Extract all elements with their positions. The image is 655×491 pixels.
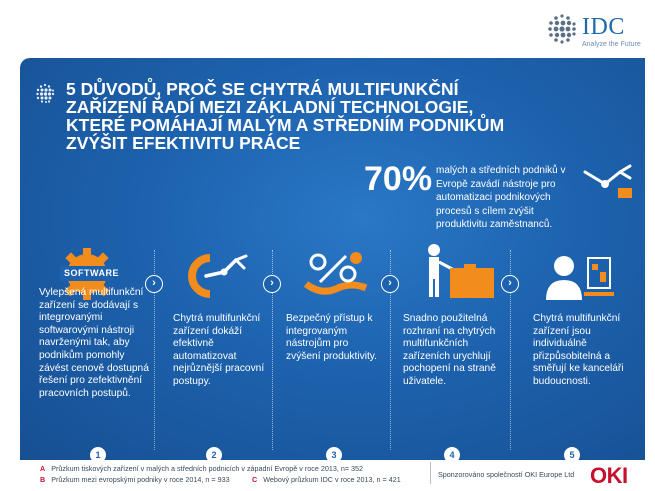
software-label: SOFTWARE (64, 268, 119, 278)
reason-number-4: 4 (444, 447, 460, 460)
column-divider (272, 250, 273, 450)
footnote-letter: B (40, 475, 46, 484)
idc-globe-icon (548, 14, 576, 44)
robot-arm-icon (583, 164, 632, 198)
idc-name: IDC (582, 14, 625, 40)
footnote-a: A Průzkum tiskových zařízení v malých a s… (40, 464, 363, 473)
reason-text-4: Snadno použitelná rozhraní na chytrých m… (403, 313, 496, 387)
footnote-b: B Průzkum mezi evropskými podniky v roce … (40, 475, 230, 484)
reason-number-2: 2 (206, 447, 222, 460)
footnote-text: Průzkum mezi evropskými podniky v roce 2… (51, 475, 230, 484)
reason-number-5: 5 (564, 447, 580, 460)
robot-arm-icon (188, 254, 248, 298)
chevron-right-icon: › (381, 275, 399, 293)
idc-logo: IDC Analyze the Future (545, 12, 645, 52)
office-user-icon (546, 256, 614, 300)
reason-text-3: Bezpečný přístup k integrovaným nástrojů… (286, 313, 377, 362)
main-panel: 5 DŮVODŮ, PROČ SE CHYTRÁ MULTIFUNKČNÍ ZA… (20, 58, 645, 460)
footer-divider (430, 462, 431, 484)
reason-number-1: 1 (90, 447, 106, 460)
panel-globe-icon (36, 83, 55, 103)
stat-percent: 70% (364, 160, 433, 198)
sponsor-text: Sponzorováno společností OKI Europe Ltd (438, 470, 575, 479)
footnote-c: C Webový průzkum IDC v roce 2013, n = 421 (252, 475, 401, 484)
percent-bubbles-icon (303, 252, 368, 295)
reason-text-2: Chytrá multifunkční zařízení dokáží efek… (173, 313, 265, 387)
chevron-right-icon: › (501, 275, 519, 293)
oki-logo: OKI (590, 463, 628, 488)
footnote-text: Průzkum tiskových zařízení v malých a st… (51, 464, 364, 473)
page-title: 5 DŮVODŮ, PROČ SE CHYTRÁ MULTIFUNKČNÍ ZA… (66, 79, 505, 153)
stat-description: malých a středních podniků v Evropě zavá… (436, 165, 566, 231)
column-divider (510, 250, 511, 450)
reason-number-3: 3 (326, 447, 342, 460)
footnote-text: Webový průzkum IDC v roce 2013, n = 421 (263, 475, 401, 484)
reason-text-5: Chytrá multifunkční zařízení jsou indivi… (533, 313, 624, 387)
user-at-screen-icon (428, 244, 494, 298)
column-divider (390, 250, 391, 450)
software-gear-icon (60, 248, 114, 300)
footnote-letter: C (252, 475, 258, 484)
idc-tagline: Analyze the Future (582, 41, 641, 48)
chevron-right-icon: › (263, 275, 281, 293)
footnote-letter: A (40, 464, 46, 473)
top-header-area (0, 0, 655, 56)
reason-text-1: Vylepšená multifunkční zařízení se dodáv… (39, 287, 149, 399)
chevron-right-icon: › (145, 275, 163, 293)
column-divider (154, 250, 155, 450)
